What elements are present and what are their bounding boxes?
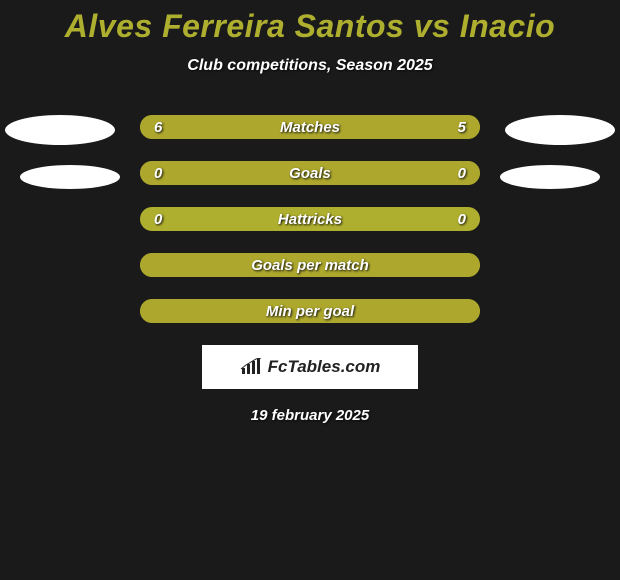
- stat-row-hattricks: 0 Hattricks 0: [140, 207, 480, 231]
- date-text: 19 february 2025: [0, 407, 620, 424]
- player-left-avatar-placeholder: [5, 115, 115, 145]
- stat-label: Matches: [140, 115, 480, 139]
- stat-row-goals-per-match: Goals per match: [140, 253, 480, 277]
- comparison-content: 6 Matches 5 0 Goals 0 0 Hattricks 0 Goal…: [0, 115, 620, 424]
- stat-label: Goals: [140, 161, 480, 185]
- player-left-club-placeholder: [20, 165, 120, 189]
- stat-value-right: 5: [458, 115, 466, 139]
- stat-rows: 6 Matches 5 0 Goals 0 0 Hattricks 0 Goal…: [140, 115, 480, 323]
- bar-chart-icon: [240, 358, 262, 376]
- stat-label: Hattricks: [140, 207, 480, 231]
- logo-box: FcTables.com: [202, 345, 418, 389]
- page-subtitle: Club competitions, Season 2025: [0, 57, 620, 75]
- player-right-club-placeholder: [500, 165, 600, 189]
- logo-text: FcTables.com: [268, 357, 381, 377]
- page-title: Alves Ferreira Santos vs Inacio: [0, 0, 620, 45]
- player-right-avatar-placeholder: [505, 115, 615, 145]
- stat-label: Goals per match: [140, 253, 480, 277]
- stat-row-goals: 0 Goals 0: [140, 161, 480, 185]
- stat-row-min-per-goal: Min per goal: [140, 299, 480, 323]
- stat-value-right: 0: [458, 161, 466, 185]
- stat-value-right: 0: [458, 207, 466, 231]
- stat-row-matches: 6 Matches 5: [140, 115, 480, 139]
- stat-label: Min per goal: [140, 299, 480, 323]
